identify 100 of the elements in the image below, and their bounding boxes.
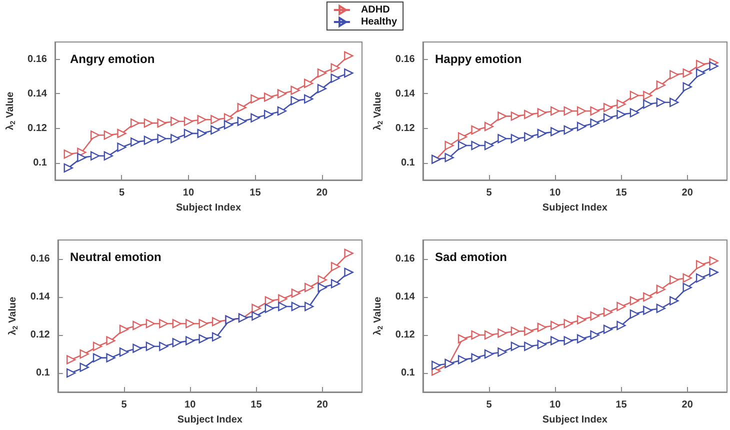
point: [198, 319, 208, 328]
text: Sad emotion: [435, 250, 508, 264]
point: [656, 284, 666, 294]
y-tick-label: 0.12: [395, 122, 416, 134]
point: [252, 304, 261, 313]
point: [537, 340, 546, 350]
point: [682, 282, 692, 292]
point: [64, 163, 73, 173]
point: [66, 355, 76, 364]
point: [92, 342, 102, 351]
point: [146, 319, 156, 328]
point: [277, 106, 287, 116]
y-tick-label: 0.14: [395, 88, 416, 100]
point: [80, 362, 89, 372]
point: [670, 98, 679, 107]
point: [184, 128, 194, 138]
legend-label: ADHD: [360, 4, 390, 16]
y-tick-label: 0.16: [30, 254, 50, 264]
point: [576, 106, 586, 116]
point: [198, 334, 208, 344]
point: [330, 74, 340, 83]
point: [696, 273, 706, 283]
point: [304, 302, 314, 312]
point: [603, 102, 613, 112]
y-tick-label: 0.1: [33, 157, 48, 168]
x-tick-label: 20: [316, 188, 328, 198]
point: [264, 92, 274, 102]
point: [564, 125, 573, 135]
point: [237, 116, 246, 126]
point: [630, 90, 640, 100]
y-tick-label: 0.1: [400, 368, 416, 378]
point: [603, 308, 613, 317]
text: Angry emotion: [70, 52, 155, 66]
y-tick-label: 0.14: [28, 88, 48, 100]
point: [696, 60, 706, 70]
x-tick-label: 10: [550, 400, 562, 410]
point: [643, 306, 652, 315]
point: [117, 142, 126, 152]
point: [524, 132, 534, 142]
point: [431, 360, 441, 370]
legend-label: Healthy: [360, 16, 398, 28]
point: [603, 113, 613, 122]
point: [344, 268, 354, 277]
y-tick-label: 0.16: [395, 254, 416, 264]
point: [616, 302, 626, 312]
point: [590, 330, 600, 340]
point: [132, 320, 142, 330]
x-axis-title: Subject Index: [542, 202, 608, 214]
point: [90, 130, 100, 140]
point: [524, 110, 534, 120]
point: [184, 116, 194, 126]
point: [444, 140, 454, 150]
x-axis-title: Subject Index: [542, 414, 608, 426]
point: [616, 320, 626, 330]
point: [224, 120, 234, 130]
point: [304, 282, 314, 292]
point: [318, 275, 327, 284]
point: [616, 100, 626, 109]
point: [458, 140, 468, 150]
y-tick-label: 0.16: [28, 54, 48, 65]
point: [550, 336, 560, 346]
y-tick-label: 0.12: [30, 330, 50, 340]
point: [576, 315, 586, 324]
x-tick-label: 15: [616, 400, 628, 410]
point: [130, 118, 140, 128]
y-tick-label: 0.1: [400, 157, 416, 168]
point: [290, 96, 300, 106]
point: [117, 128, 126, 138]
point: [524, 326, 534, 336]
point: [484, 330, 494, 340]
point: [498, 134, 507, 144]
point: [471, 140, 480, 150]
point: [250, 113, 260, 122]
x-tick-label: 10: [184, 400, 196, 410]
point: [643, 100, 652, 109]
x-tick-label: 5: [118, 188, 125, 198]
point: [550, 127, 560, 136]
y-tick-label: 0.16: [395, 54, 416, 65]
point: [330, 63, 340, 72]
x-axis-title: Subject Index: [177, 414, 243, 426]
text: Happy emotion: [435, 52, 522, 66]
point: [210, 125, 220, 135]
point: [330, 279, 340, 288]
point: [170, 134, 180, 144]
point: [484, 122, 494, 132]
point: [237, 102, 246, 112]
point: [291, 302, 300, 312]
point: [77, 152, 86, 162]
point: [550, 106, 560, 116]
point: [330, 262, 340, 272]
point: [172, 338, 182, 348]
point: [682, 68, 692, 78]
point: [212, 332, 222, 342]
point: [106, 353, 116, 362]
point: [90, 151, 100, 160]
point: [709, 268, 718, 277]
point: [144, 136, 154, 145]
point: [576, 122, 586, 132]
point: [564, 336, 573, 346]
y-tick-label: 0.12: [395, 330, 416, 340]
